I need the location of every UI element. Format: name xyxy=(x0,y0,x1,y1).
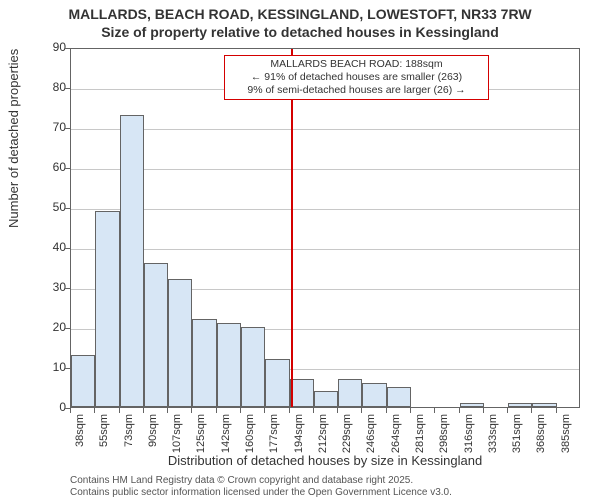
histogram-bar xyxy=(71,355,95,407)
y-tick-mark xyxy=(65,368,70,369)
y-tick-label: 80 xyxy=(36,80,66,94)
x-tick-label: 55sqm xyxy=(98,414,110,462)
x-tick-label: 38sqm xyxy=(74,414,86,462)
x-tick-mark xyxy=(264,408,265,413)
x-tick-mark xyxy=(483,408,484,413)
histogram-bar xyxy=(508,403,532,407)
x-tick-mark xyxy=(434,408,435,413)
reference-line xyxy=(291,49,293,407)
histogram-bar xyxy=(241,327,265,407)
x-tick-mark xyxy=(337,408,338,413)
histogram-bar xyxy=(314,391,338,407)
x-tick-label: 73sqm xyxy=(123,414,135,462)
x-tick-mark xyxy=(216,408,217,413)
x-tick-label: 125sqm xyxy=(195,414,207,462)
x-tick-mark xyxy=(507,408,508,413)
x-tick-label: 385sqm xyxy=(560,414,572,462)
y-tick-label: 40 xyxy=(36,240,66,254)
histogram-bar xyxy=(120,115,144,407)
annotation-line3: 9% of semi-detached houses are larger (2… xyxy=(229,84,484,97)
x-tick-label: 368sqm xyxy=(535,414,547,462)
histogram-bar xyxy=(217,323,241,407)
x-tick-label: 298sqm xyxy=(438,414,450,462)
y-tick-label: 50 xyxy=(36,200,66,214)
y-tick-label: 20 xyxy=(36,320,66,334)
x-tick-label: 177sqm xyxy=(268,414,280,462)
y-tick-label: 10 xyxy=(36,360,66,374)
chart-title-line1: MALLARDS, BEACH ROAD, KESSINGLAND, LOWES… xyxy=(0,6,600,22)
y-tick-mark xyxy=(65,288,70,289)
x-tick-mark xyxy=(556,408,557,413)
y-tick-mark xyxy=(65,328,70,329)
x-tick-mark xyxy=(119,408,120,413)
x-tick-label: 229sqm xyxy=(341,414,353,462)
footer-line2: Contains public sector information licen… xyxy=(70,487,452,498)
x-tick-label: 316sqm xyxy=(463,414,475,462)
y-axis-label: Number of detached properties xyxy=(6,49,21,228)
x-tick-label: 246sqm xyxy=(365,414,377,462)
x-tick-mark xyxy=(240,408,241,413)
x-tick-mark xyxy=(410,408,411,413)
x-tick-label: 281sqm xyxy=(414,414,426,462)
x-tick-label: 90sqm xyxy=(147,414,159,462)
x-tick-mark xyxy=(313,408,314,413)
histogram-bar xyxy=(338,379,362,407)
footer-line1: Contains HM Land Registry data © Crown c… xyxy=(70,475,413,486)
gridline xyxy=(71,129,579,130)
gridline xyxy=(71,209,579,210)
x-tick-label: 142sqm xyxy=(220,414,232,462)
x-tick-mark xyxy=(167,408,168,413)
histogram-bar xyxy=(168,279,192,407)
y-tick-label: 0 xyxy=(36,400,66,414)
gridline xyxy=(71,169,579,170)
y-tick-mark xyxy=(65,88,70,89)
annotation-box: MALLARDS BEACH ROAD: 188sqm← 91% of deta… xyxy=(224,55,489,100)
y-tick-mark xyxy=(65,48,70,49)
x-tick-mark xyxy=(191,408,192,413)
x-tick-mark xyxy=(70,408,71,413)
histogram-bar xyxy=(144,263,168,407)
x-tick-mark xyxy=(94,408,95,413)
x-tick-label: 160sqm xyxy=(244,414,256,462)
annotation-line1: MALLARDS BEACH ROAD: 188sqm xyxy=(229,58,484,71)
y-tick-mark xyxy=(65,208,70,209)
x-tick-label: 264sqm xyxy=(390,414,402,462)
x-tick-mark xyxy=(361,408,362,413)
y-tick-label: 90 xyxy=(36,40,66,54)
histogram-bar xyxy=(532,403,556,407)
histogram-bar xyxy=(460,403,484,407)
x-tick-mark xyxy=(531,408,532,413)
y-tick-mark xyxy=(65,128,70,129)
gridline xyxy=(71,249,579,250)
y-tick-mark xyxy=(65,168,70,169)
x-tick-mark xyxy=(459,408,460,413)
histogram-bar xyxy=(387,387,411,407)
x-tick-mark xyxy=(386,408,387,413)
chart-container: { "chart": { "type": "histogram", "title… xyxy=(0,0,600,500)
y-tick-mark xyxy=(65,248,70,249)
histogram-bar xyxy=(192,319,216,407)
x-tick-mark xyxy=(143,408,144,413)
chart-title-line2: Size of property relative to detached ho… xyxy=(0,24,600,40)
x-tick-label: 212sqm xyxy=(317,414,329,462)
annotation-line2: ← 91% of detached houses are smaller (26… xyxy=(229,71,484,84)
histogram-bar xyxy=(362,383,386,407)
y-tick-label: 70 xyxy=(36,120,66,134)
histogram-bar xyxy=(95,211,119,407)
y-tick-label: 60 xyxy=(36,160,66,174)
plot-area: MALLARDS BEACH ROAD: 188sqm← 91% of deta… xyxy=(70,48,580,408)
y-tick-label: 30 xyxy=(36,280,66,294)
x-tick-label: 351sqm xyxy=(511,414,523,462)
x-tick-mark xyxy=(289,408,290,413)
x-tick-label: 333sqm xyxy=(487,414,499,462)
histogram-bar xyxy=(265,359,289,407)
x-tick-label: 194sqm xyxy=(293,414,305,462)
x-tick-label: 107sqm xyxy=(171,414,183,462)
